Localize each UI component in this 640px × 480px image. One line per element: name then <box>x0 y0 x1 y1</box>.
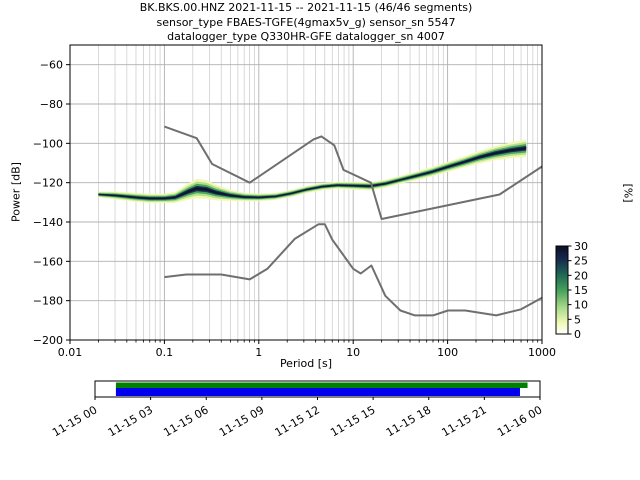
timeline-date-label: 11-15 00 <box>50 403 99 439</box>
svg-text:0.01: 0.01 <box>58 346 83 359</box>
y-axis-label: Power [dB] <box>9 162 23 222</box>
plot-frame <box>69 44 543 341</box>
svg-text:20: 20 <box>574 269 588 282</box>
svg-text:−100: −100 <box>33 137 63 150</box>
ppsd-histogram-cloud <box>98 139 527 204</box>
timeline-date-label: 11-15 15 <box>328 403 377 439</box>
timeline-date-label: 11-15 09 <box>217 403 266 439</box>
svg-text:1000: 1000 <box>528 346 556 359</box>
timeline-coverage-blue <box>115 388 520 396</box>
timeline-date-label: 11-15 18 <box>384 403 433 439</box>
svg-text:10: 10 <box>574 299 588 312</box>
svg-text:25: 25 <box>574 255 588 268</box>
x-axis-label: Period [s] <box>279 357 333 370</box>
colorbar-gradient <box>556 246 568 334</box>
svg-text:30: 30 <box>574 240 588 253</box>
svg-text:0.1: 0.1 <box>156 346 174 359</box>
noise-model-low-line <box>164 223 543 317</box>
timeline-date-label: 11-15 03 <box>106 403 155 439</box>
chart-subtitle-sensor: sensor_type FBAES-TGFE(4gmax5v_g) sensor… <box>156 15 456 29</box>
timeline-date-label: 11-16 00 <box>495 403 544 439</box>
svg-text:−180: −180 <box>33 295 63 308</box>
timeline-coverage-green <box>115 382 528 388</box>
svg-text:−140: −140 <box>33 216 63 229</box>
chart-subtitle-datalogger: datalogger_type Q330HR-GFE datalogger_sn… <box>167 30 445 43</box>
svg-text:10: 10 <box>346 346 360 359</box>
svg-text:100: 100 <box>437 346 458 359</box>
svg-text:−160: −160 <box>33 255 63 268</box>
axis-ticks-and-labels: 0.01 0.1 1 10 100 1000 −60 −80 −100 −120 −140 −160 −… <box>33 59 556 359</box>
svg-text:−60: −60 <box>40 59 63 72</box>
timeline-date-label: 11-15 06 <box>161 403 210 439</box>
timeline-date-label: 11-15 21 <box>440 403 489 439</box>
svg-text:15: 15 <box>574 284 588 297</box>
svg-text:−80: −80 <box>40 98 63 111</box>
chart-title-block: BK.BKS.00.HNZ 2021-11-15 -- 2021-11-15 (… <box>70 1 542 45</box>
svg-text:−120: −120 <box>33 177 63 190</box>
noise-model-high-line <box>164 125 543 220</box>
chart-title: BK.BKS.00.HNZ 2021-11-15 -- 2021-11-15 (… <box>139 1 473 14</box>
svg-text:1: 1 <box>255 346 262 359</box>
colorbar-axis-label: [%] <box>621 183 635 203</box>
svg-text:0: 0 <box>574 328 581 341</box>
svg-text:−200: −200 <box>33 334 63 347</box>
timeline-date-label: 11-15 12 <box>273 403 322 439</box>
svg-text:5: 5 <box>574 313 581 326</box>
timeline: 11-15 00 11-15 03 11-15 06 11-15 09 11-15 12… <box>50 380 545 439</box>
